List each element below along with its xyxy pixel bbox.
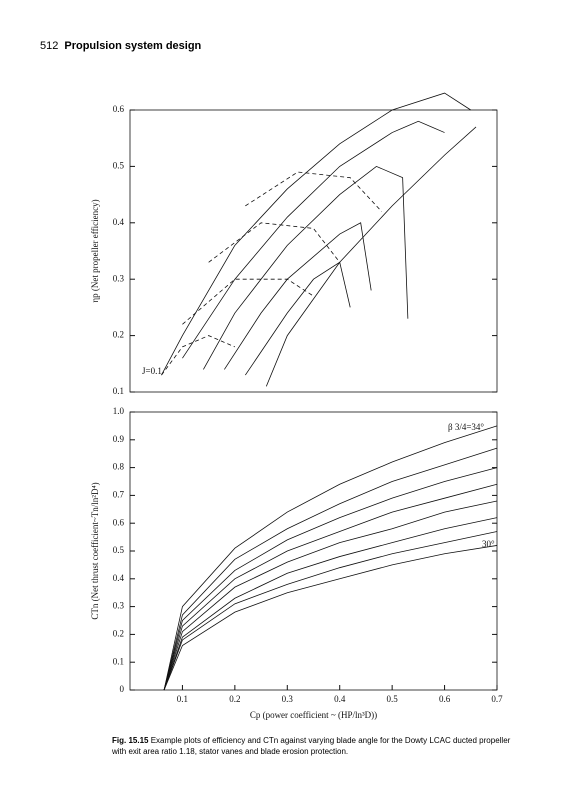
page-number: 512 bbox=[40, 40, 59, 52]
x-tick-label: 0.6 bbox=[439, 694, 451, 704]
y-tick-label: 0.1 bbox=[113, 656, 124, 666]
curve bbox=[163, 467, 498, 691]
x-tick-label: 0.1 bbox=[177, 694, 188, 704]
y-axis-label: CTn (Net thrust coefficient~Tn/ln²D⁴) bbox=[90, 482, 100, 619]
y-tick-label: 0.9 bbox=[113, 434, 125, 444]
y-tick-label: 0.3 bbox=[113, 273, 125, 283]
x-tick-label: 0.5 bbox=[387, 694, 399, 704]
y-tick-label: 0.2 bbox=[113, 628, 124, 638]
y-tick-label: 0.6 bbox=[113, 104, 125, 114]
y-tick-label: 1.0 bbox=[113, 406, 125, 416]
caption-text: Example plots of efficiency and CTn agai… bbox=[112, 736, 511, 756]
plot-frame bbox=[129, 411, 498, 691]
y-tick-label: 0.6 bbox=[113, 517, 125, 527]
y-tick-label: 0 bbox=[120, 684, 125, 694]
curve bbox=[161, 92, 472, 376]
curve bbox=[208, 222, 341, 263]
y-tick-label: 0.1 bbox=[113, 386, 124, 396]
x-tick-label: 0.3 bbox=[282, 694, 294, 704]
plot-frame bbox=[129, 109, 498, 393]
curve bbox=[163, 425, 498, 691]
annotation: J=0.1 bbox=[142, 366, 162, 376]
curve bbox=[161, 335, 236, 376]
y-axis-label: ηp (Net propeller efficiency) bbox=[90, 199, 100, 302]
x-tick-label: 0.4 bbox=[334, 694, 346, 704]
curve bbox=[224, 222, 372, 370]
annotation: 30° bbox=[482, 539, 495, 549]
y-tick-label: 0.4 bbox=[113, 573, 125, 583]
running-header: 512 Propulsion system design bbox=[40, 40, 201, 52]
y-tick-label: 0.2 bbox=[113, 330, 124, 340]
curve bbox=[182, 120, 445, 359]
x-tick-label: 0.7 bbox=[491, 694, 503, 704]
caption: Fig. 15.15 Example plots of efficiency a… bbox=[112, 735, 512, 757]
curve bbox=[163, 531, 498, 691]
caption-label: Fig. 15.15 bbox=[112, 736, 149, 745]
y-tick-label: 0.7 bbox=[113, 489, 125, 499]
header-title: Propulsion system design bbox=[64, 40, 202, 52]
y-tick-label: 0.8 bbox=[113, 462, 125, 472]
y-tick-label: 0.5 bbox=[113, 545, 125, 555]
curve bbox=[245, 261, 351, 376]
curve bbox=[163, 500, 498, 691]
y-tick-label: 0.5 bbox=[113, 160, 125, 170]
x-axis-label: Cp (power coefficient ~ (HP/ln³D)) bbox=[250, 710, 377, 720]
curve bbox=[265, 126, 477, 387]
curve bbox=[163, 483, 498, 691]
curve bbox=[245, 171, 382, 212]
curve bbox=[163, 545, 498, 691]
y-tick-label: 0.4 bbox=[113, 217, 125, 227]
annotation: β 3/4=34° bbox=[448, 422, 484, 432]
y-tick-label: 0.3 bbox=[113, 601, 125, 611]
figure: 0.1 0.2 0.3 0.4 0.5 0.6 ηp (Net propeller effi… bbox=[90, 92, 503, 720]
x-tick-label: 0.2 bbox=[229, 694, 240, 704]
curve bbox=[203, 165, 409, 370]
curve bbox=[163, 447, 498, 691]
curve bbox=[163, 517, 498, 691]
